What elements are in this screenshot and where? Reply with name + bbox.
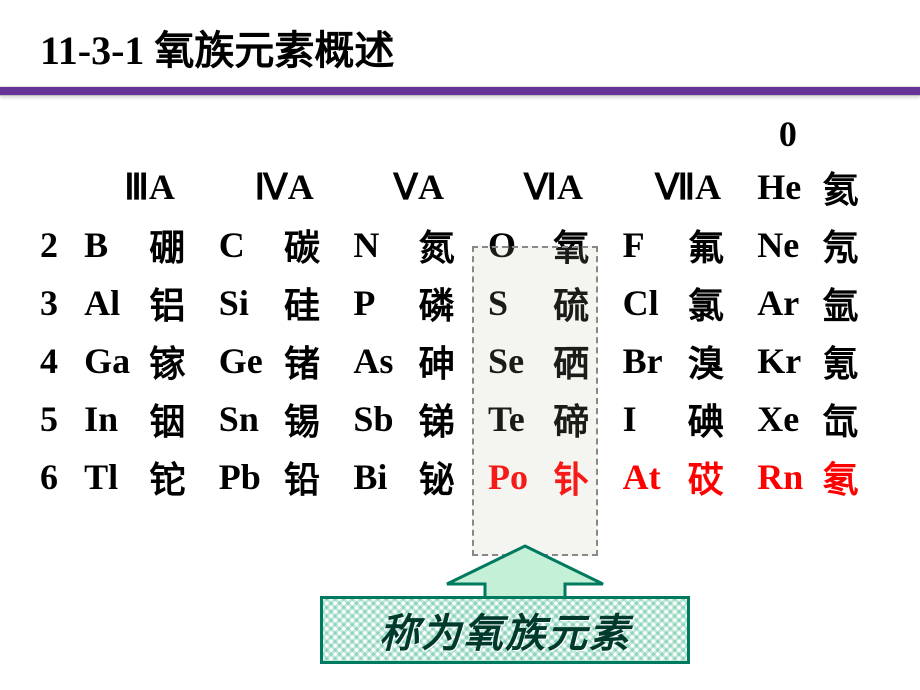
element-name: 铋 [417, 448, 486, 506]
element-name: 砹 [686, 448, 755, 506]
element-name: 铝 [147, 274, 216, 332]
element-symbol: Cl [621, 274, 686, 332]
element-name: 硼 [147, 216, 216, 274]
period-label: 5 [38, 390, 82, 448]
callout-text: 称为氧族元素 [379, 601, 631, 659]
element-name: 钋 [551, 448, 620, 506]
periodic-table: 0 ⅢA ⅣA ⅤA ⅥA ⅦA He 氦 2B硼C碳N氮O氧F氟Ne氖3Al铝… [38, 110, 890, 506]
element-symbol: Kr [755, 332, 820, 390]
element-symbol: Bi [351, 448, 416, 506]
element-name: 氯 [686, 274, 755, 332]
element-name: 溴 [686, 332, 755, 390]
group-header-4a: ⅣA [217, 158, 352, 216]
element-symbol: Xe [755, 390, 820, 448]
zero-label-row: 0 [38, 110, 890, 158]
element-symbol: Si [217, 274, 282, 332]
table-row: 6Tl铊Pb铅Bi铋Po钋At砹Rn氡 [38, 448, 890, 506]
element-symbol: F [621, 216, 686, 274]
callout-box: 称为氧族元素 [320, 596, 690, 664]
element-symbol: Tl [82, 448, 147, 506]
element-symbol: N [351, 216, 416, 274]
element-name: 锡 [282, 390, 351, 448]
element-symbol: Rn [755, 448, 820, 506]
element-he-name: 氦 [821, 158, 891, 216]
group-header-row: ⅢA ⅣA ⅤA ⅥA ⅦA He 氦 [38, 158, 890, 216]
element-name: 氙 [821, 390, 891, 448]
element-name: 碘 [686, 390, 755, 448]
element-name: 砷 [417, 332, 486, 390]
element-symbol: Ne [755, 216, 820, 274]
element-symbol: Ge [217, 332, 282, 390]
element-symbol: Te [486, 390, 551, 448]
element-symbol: P [351, 274, 416, 332]
element-name: 铊 [147, 448, 216, 506]
element-name: 磷 [417, 274, 486, 332]
element-symbol: C [217, 216, 282, 274]
element-symbol: As [351, 332, 416, 390]
period-label: 2 [38, 216, 82, 274]
title-area: 11-3-1 氧族元素概述 [0, 0, 920, 86]
group-header-7a: ⅦA [621, 158, 756, 216]
callout-container: 称为氧族元素 [300, 534, 720, 664]
group-header-5a: ⅤA [351, 158, 486, 216]
element-name: 碳 [282, 216, 351, 274]
element-name: 碲 [551, 390, 620, 448]
periodic-table-area: 0 ⅢA ⅣA ⅤA ⅥA ⅦA He 氦 2B硼C碳N氮O氧F氟Ne氖3Al铝… [0, 96, 920, 506]
element-name: 锗 [282, 332, 351, 390]
element-name: 氟 [686, 216, 755, 274]
element-symbol: I [621, 390, 686, 448]
element-symbol: Se [486, 332, 551, 390]
element-symbol: Al [82, 274, 147, 332]
group-header-6a: ⅥA [486, 158, 621, 216]
table-row: 5In铟Sn锡Sb锑Te碲I碘Xe氙 [38, 390, 890, 448]
period-label: 3 [38, 274, 82, 332]
element-symbol: Sb [351, 390, 416, 448]
element-symbol: Po [486, 448, 551, 506]
element-name: 锑 [417, 390, 486, 448]
period-label: 6 [38, 448, 82, 506]
element-name: 硅 [282, 274, 351, 332]
element-symbol: Sn [217, 390, 282, 448]
element-name: 氪 [821, 332, 891, 390]
element-symbol: Ar [755, 274, 820, 332]
element-symbol: S [486, 274, 551, 332]
element-symbol: B [82, 216, 147, 274]
period-label: 4 [38, 332, 82, 390]
element-symbol: Br [621, 332, 686, 390]
page-title: 11-3-1 氧族元素概述 [40, 18, 920, 76]
element-name: 氡 [821, 448, 891, 506]
element-symbol: O [486, 216, 551, 274]
table-row: 2B硼C碳N氮O氧F氟Ne氖 [38, 216, 890, 274]
element-name: 氧 [551, 216, 620, 274]
title-divider [0, 86, 920, 96]
element-symbol: Ga [82, 332, 147, 390]
table-row: 4Ga镓Ge锗As砷Se硒Br溴Kr氪 [38, 332, 890, 390]
group-header-3a: ⅢA [82, 158, 217, 216]
table-row: 3Al铝Si硅P磷S硫Cl氯Ar氩 [38, 274, 890, 332]
element-name: 镓 [147, 332, 216, 390]
group-zero-label: 0 [755, 110, 820, 158]
element-name: 氖 [821, 216, 891, 274]
element-name: 氮 [417, 216, 486, 274]
element-he-symbol: He [755, 158, 820, 216]
slide: 11-3-1 氧族元素概述 0 ⅢA ⅣA ⅤA ⅥA ⅦA [0, 0, 920, 690]
element-name: 铟 [147, 390, 216, 448]
element-symbol: Pb [217, 448, 282, 506]
element-name: 硒 [551, 332, 620, 390]
element-symbol: At [621, 448, 686, 506]
element-name: 硫 [551, 274, 620, 332]
element-symbol: In [82, 390, 147, 448]
element-name: 氩 [821, 274, 891, 332]
element-name: 铅 [282, 448, 351, 506]
up-arrow-icon [445, 544, 605, 604]
